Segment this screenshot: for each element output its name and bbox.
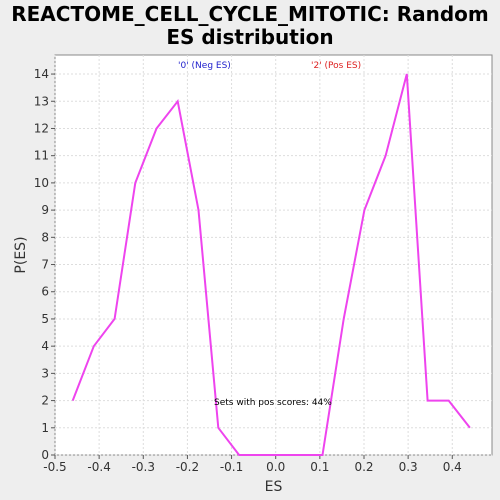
neg-es-label: '0' (Neg ES): [178, 61, 231, 71]
y-tick-label: 4: [41, 339, 49, 353]
y-tick-label: 6: [41, 285, 49, 299]
y-tick-label: 2: [41, 394, 49, 408]
x-tick-label: 0.2: [354, 460, 373, 474]
y-tick-label: 0: [41, 448, 49, 462]
series: [71, 73, 471, 456]
y-tick-label: 5: [41, 312, 49, 326]
y-tick-label: 12: [34, 121, 49, 135]
x-tick-label: 0.4: [443, 460, 462, 474]
pos-es-label: '2' (Pos ES): [311, 61, 361, 71]
x-tick-label: -0.4: [87, 460, 110, 474]
y-tick-label: 10: [34, 176, 49, 190]
y-tick-label: 7: [41, 258, 49, 272]
pos-scores-annotation: Sets with pos scores: 44%: [214, 398, 332, 408]
chart-title-line1: REACTOME_CELL_CYCLE_MITOTIC: Random: [11, 2, 489, 26]
y-tick-label: 8: [41, 230, 49, 244]
x-tick-label: -0.2: [176, 460, 199, 474]
y-tick-label: 9: [41, 203, 49, 217]
y-tick-label: 1: [41, 421, 49, 435]
x-tick-label: -0.3: [132, 460, 155, 474]
x-axis-label: ES: [265, 479, 283, 495]
x-tick-label: -0.1: [220, 460, 243, 474]
x-tick-label: 0.1: [310, 460, 329, 474]
x-tick-label: 0.0: [266, 460, 285, 474]
x-tick-label: -0.5: [43, 460, 66, 474]
series-line: [71, 73, 471, 456]
y-tick-label: 3: [41, 366, 49, 380]
y-tick-label: 11: [34, 149, 49, 163]
x-tick-label: 0.3: [399, 460, 418, 474]
y-axis-label: P(ES): [13, 236, 29, 273]
y-tick-label: 14: [34, 67, 49, 81]
chart-title-line2: ES distribution: [166, 25, 333, 49]
y-tick-label: 13: [34, 94, 49, 108]
axes: -0.5 -0.4 -0.3 -0.2 -0.1 0.0 0.1 0.2 0.3 0.401234…: [34, 67, 462, 474]
